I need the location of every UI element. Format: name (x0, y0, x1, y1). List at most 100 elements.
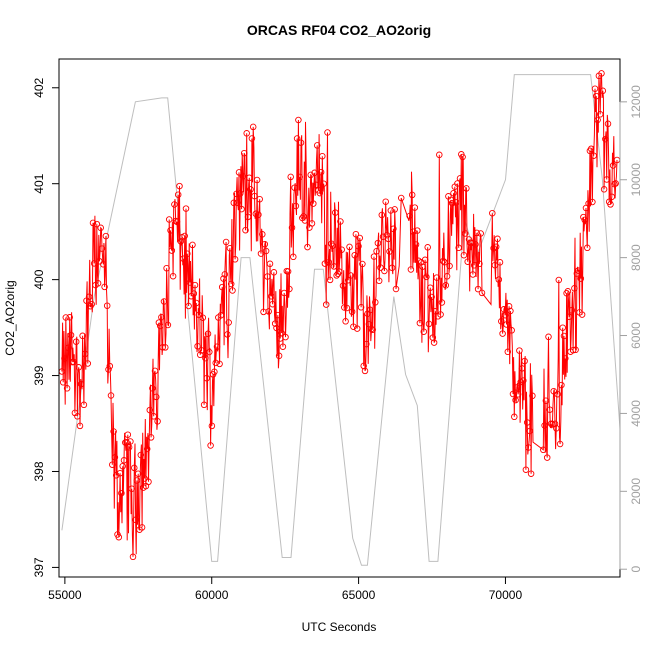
co2-point (562, 355, 569, 362)
co2-point (461, 230, 469, 237)
co2-point (225, 319, 232, 326)
co2-point (454, 180, 461, 187)
co2-point (211, 368, 218, 376)
co2-point (207, 442, 214, 449)
co2-point (337, 218, 344, 225)
co2-point (476, 260, 483, 268)
co2-point (221, 271, 229, 278)
co2-point (94, 280, 102, 287)
co2-point (473, 229, 481, 237)
co2-point (78, 380, 85, 388)
co2-point (522, 466, 530, 473)
co2-point (270, 269, 278, 276)
co2-point (437, 311, 444, 318)
co2-point (189, 241, 196, 249)
y-tick-label: 399 (32, 365, 46, 385)
co2-point (181, 232, 188, 240)
co2-point (372, 299, 379, 306)
co2-point (419, 263, 426, 270)
y2-tick-label: 4000 (629, 400, 643, 427)
co2-point (551, 420, 559, 428)
co2-point (584, 244, 591, 252)
co2-point (304, 243, 311, 251)
x-tick-label: 70000 (489, 588, 523, 602)
co2-point (514, 391, 522, 398)
co2-point (275, 352, 283, 360)
co2-point (107, 392, 115, 399)
co2-point (72, 338, 80, 345)
x-tick-label: 65000 (342, 588, 376, 602)
co2-point (563, 289, 570, 297)
co2-point (459, 153, 466, 161)
co2-point (279, 343, 287, 350)
co2-point (494, 235, 501, 243)
co2-point (123, 439, 130, 446)
co2-point (523, 419, 531, 426)
y2-tick-label: 12000 (629, 85, 643, 119)
co2-point (369, 326, 376, 333)
co2-point (273, 324, 280, 332)
co2-point (526, 427, 534, 435)
co2-point (233, 190, 240, 198)
co2-point (478, 289, 486, 297)
co2-point (350, 323, 357, 330)
co2-point (436, 151, 443, 159)
co2-point (174, 191, 182, 198)
co2-point (438, 299, 446, 306)
co2-point (448, 199, 456, 207)
co2-point (325, 258, 333, 266)
co2-point (101, 283, 108, 291)
co2-point (295, 116, 302, 124)
co2-point (392, 285, 400, 293)
co2-point (355, 242, 362, 250)
co2-point (324, 129, 331, 136)
co2-point (269, 300, 276, 308)
co2-point (425, 320, 433, 328)
co2-point (244, 213, 252, 221)
co2-point (127, 438, 134, 445)
co2-point (287, 173, 294, 181)
y2-tick-label: 2000 (629, 478, 643, 505)
co2-point (227, 280, 235, 288)
co2-point (361, 367, 369, 375)
co2-point (248, 135, 256, 142)
co2-point (504, 348, 512, 356)
co2-point (498, 318, 505, 325)
co2-point (513, 384, 521, 391)
co2-point (342, 318, 349, 325)
co2-point (171, 201, 178, 208)
co2-point (509, 390, 517, 398)
co2-point (163, 264, 170, 272)
co2-point (477, 230, 484, 237)
co2-point (145, 478, 152, 486)
co2-point (433, 274, 440, 281)
co2-point (256, 195, 263, 203)
co2-point (375, 277, 383, 285)
co2-point (357, 304, 365, 311)
co2-point (110, 428, 117, 435)
co2-point (546, 406, 554, 413)
co2-point (599, 87, 607, 95)
co2-point (330, 263, 338, 270)
co2-point (106, 362, 114, 370)
y-tick-label: 398 (32, 461, 46, 481)
co2-point (348, 308, 356, 315)
co2-point (447, 196, 455, 204)
co2-point (446, 262, 453, 270)
co2-point (153, 393, 160, 401)
co2-point (463, 185, 470, 192)
co2-point (571, 285, 578, 292)
co2-point (573, 270, 581, 277)
co2-point (297, 139, 305, 146)
co2-point (158, 313, 165, 321)
co2-point (196, 351, 204, 359)
co2-point (339, 282, 347, 289)
co2-point (224, 331, 231, 338)
co2-point (119, 462, 126, 470)
co2-point (125, 444, 133, 451)
co2-point (249, 123, 257, 131)
co2-point (353, 325, 361, 332)
co2-point (511, 413, 518, 421)
co2-point (379, 233, 387, 240)
co2-point (109, 461, 116, 468)
